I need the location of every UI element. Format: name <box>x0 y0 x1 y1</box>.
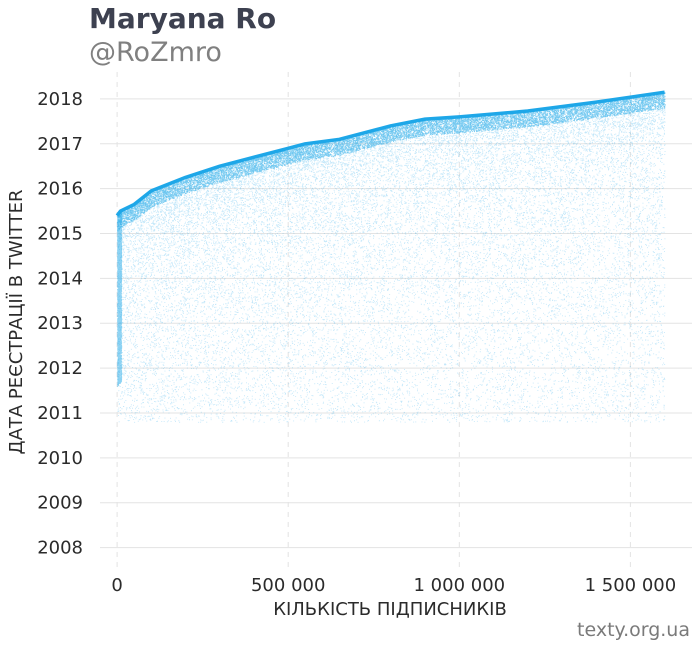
y-axis-label: ДАТА РЕЄСТРАЦІЇ В TWITTER <box>6 190 27 455</box>
y-tick-label: 2015 <box>37 224 83 245</box>
y-tick-label: 2010 <box>37 448 83 469</box>
y-tick-label: 2009 <box>37 493 83 514</box>
envelope-layer <box>115 90 665 217</box>
y-tick-label: 2017 <box>37 134 83 155</box>
ticks-layer: 2008 2009 2010 2011 2012 2013 2014 2015 2016 2017… <box>37 89 676 596</box>
x-axis-label: КІЛЬКІСТЬ ПІДПИСНИКІВ <box>273 599 507 620</box>
y-tick-label: 2013 <box>37 313 83 334</box>
x-tick-label: 1 000 000 <box>414 575 506 596</box>
y-tick-label: 2018 <box>37 89 83 110</box>
upper-envelope-line <box>115 90 665 217</box>
x-tick-label: 1 500 000 <box>585 575 677 596</box>
source-credit: texty.org.ua <box>577 619 690 641</box>
y-tick-label: 2011 <box>37 403 83 424</box>
y-tick-label: 2014 <box>37 268 83 289</box>
grid-layer <box>100 72 692 570</box>
points-layer <box>117 92 666 423</box>
scatter-points-dense <box>117 92 666 232</box>
y-tick-label: 2016 <box>37 179 83 200</box>
x-tick-label: 0 <box>111 575 122 596</box>
x-tick-label: 500 000 <box>251 575 325 596</box>
scatter-points <box>117 92 666 423</box>
scatter-points-left-band <box>117 210 123 387</box>
chart-subtitle: @RoZmro <box>89 37 222 68</box>
y-tick-label: 2008 <box>37 538 83 559</box>
chart-title: Maryana Ro <box>89 2 277 35</box>
y-tick-label: 2012 <box>37 358 83 379</box>
